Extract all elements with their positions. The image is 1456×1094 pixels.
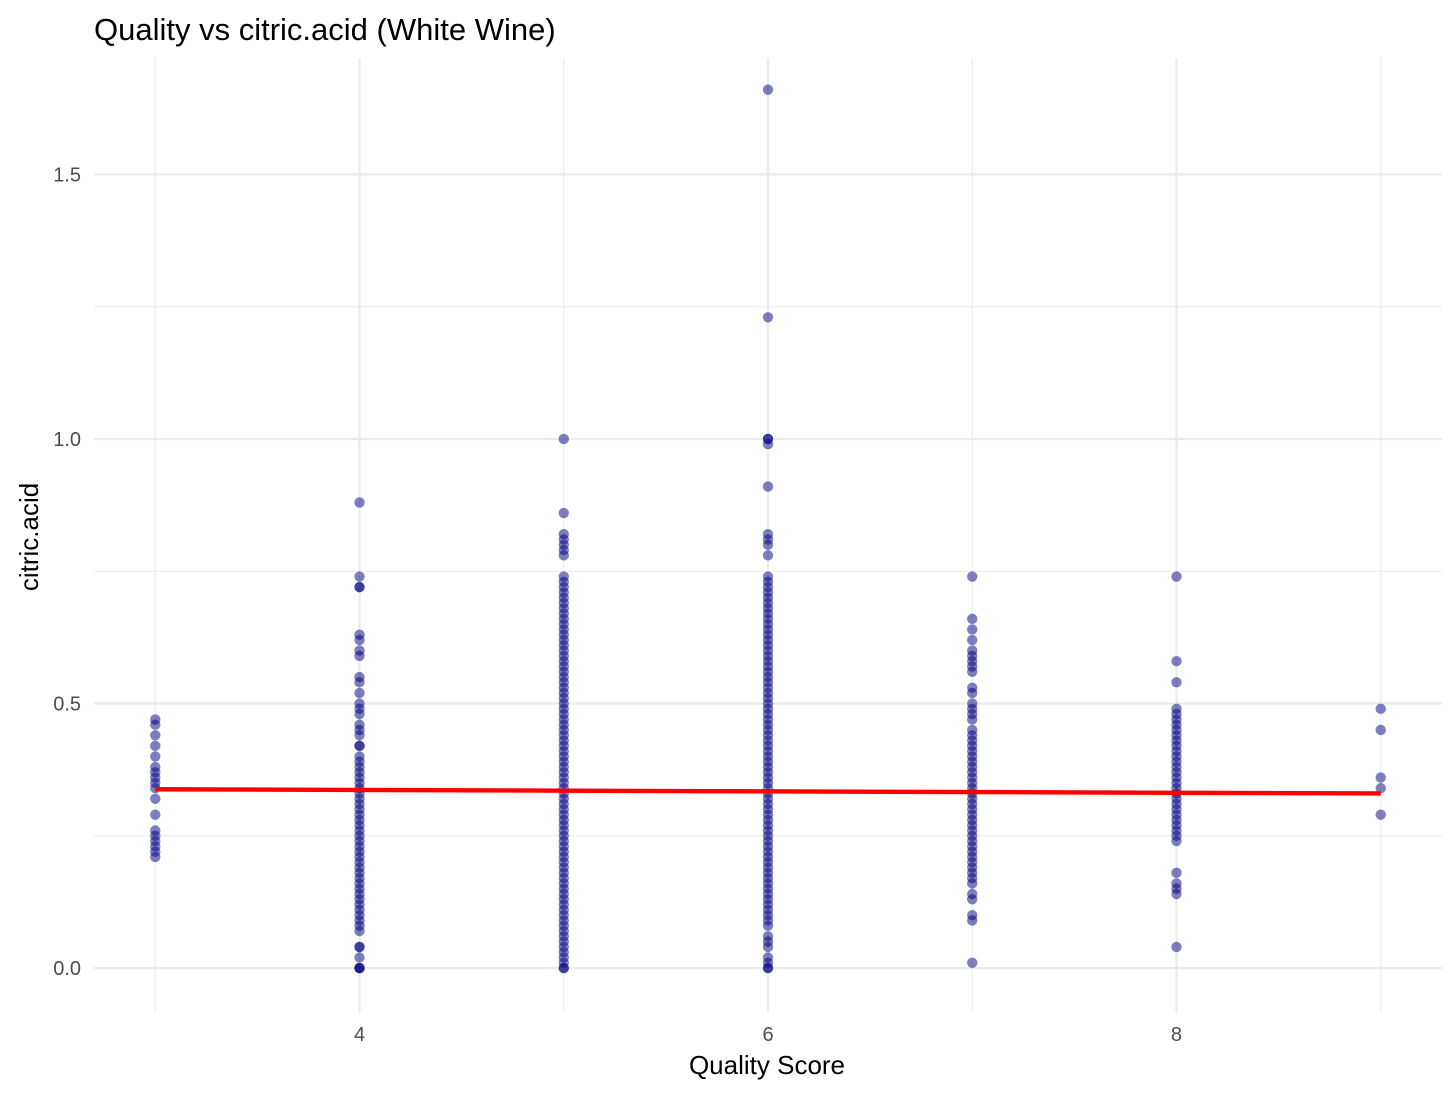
scatter-point (1375, 724, 1386, 736)
scatter-point (762, 481, 774, 492)
scatter-point (1171, 571, 1182, 582)
trend-line (155, 787, 1381, 796)
scatter-point (150, 714, 161, 725)
scatter-point (1171, 677, 1182, 688)
scatter-point (1375, 703, 1386, 715)
scatter-point (762, 312, 774, 323)
scatter-point (354, 571, 365, 582)
scatter-point (354, 698, 365, 709)
scatter-point (150, 761, 161, 773)
scatter-point (354, 751, 365, 762)
scatter-point (354, 687, 365, 699)
scatter-point (354, 962, 365, 974)
scatter-point (558, 433, 569, 445)
tick-labels: 4 6 8 0.0 0.5 1.0 1.5 (53, 164, 1182, 1046)
scatter-point (967, 613, 978, 625)
scatter-point (967, 624, 978, 635)
scatter-point (762, 952, 774, 963)
chart-title: Quality vs citric.acid (White Wine) (94, 12, 556, 47)
y-tick-label: 1.0 (53, 429, 81, 451)
scatter-point (558, 529, 569, 540)
scatter-point (1375, 809, 1386, 820)
scatter-point (967, 698, 978, 709)
scatter-point (1171, 867, 1182, 879)
scatter-point (150, 793, 161, 804)
scatter-point (558, 571, 569, 582)
scatter-point (354, 952, 365, 963)
scatter-point (762, 84, 774, 95)
x-tick-label: 8 (1171, 1024, 1182, 1046)
scatter-point (762, 550, 774, 561)
scatter-point (967, 909, 978, 921)
scatter-point (150, 809, 161, 820)
scatter-point (150, 730, 161, 741)
scatter-point (1375, 782, 1386, 794)
trend-line-group (155, 787, 1381, 796)
scatter-point (150, 825, 161, 836)
y-tick-label: 0.0 (53, 958, 81, 980)
scatter-points (150, 84, 1386, 974)
scatter-point (762, 433, 774, 445)
scatter-point (1171, 941, 1182, 953)
scatter-point (354, 581, 365, 593)
scatter-point (558, 507, 569, 519)
scatter-point (967, 645, 978, 656)
x-tick-label: 4 (354, 1024, 365, 1046)
scatter-point (762, 529, 774, 540)
scatter-point (354, 740, 365, 752)
y-tick-label: 1.5 (53, 164, 81, 186)
scatter-point (354, 629, 365, 640)
scatter-point (967, 571, 978, 582)
scatter-point (967, 724, 978, 736)
x-axis-title: Quality Score (689, 1050, 845, 1080)
scatter-point (1171, 878, 1182, 889)
scatter-point (1171, 703, 1182, 715)
scatter-point (967, 634, 978, 646)
scatter-point (967, 957, 978, 968)
y-axis-title: citric.acid (14, 483, 44, 591)
scatter-point (150, 740, 161, 752)
scatter-point (967, 682, 978, 693)
scatter-point (150, 751, 161, 762)
scatter-point (1375, 772, 1386, 783)
scatter-point (762, 571, 774, 582)
x-tick-label: 6 (762, 1024, 773, 1046)
scatter-point (967, 888, 978, 900)
scatter-point (354, 719, 365, 730)
scatter-point (354, 671, 365, 683)
y-tick-label: 0.5 (53, 694, 81, 716)
scatter-point (1171, 655, 1182, 667)
scatter-point (762, 931, 774, 942)
scatter-point (354, 941, 365, 953)
scatter-point (354, 645, 365, 656)
scatter-point (354, 497, 365, 508)
